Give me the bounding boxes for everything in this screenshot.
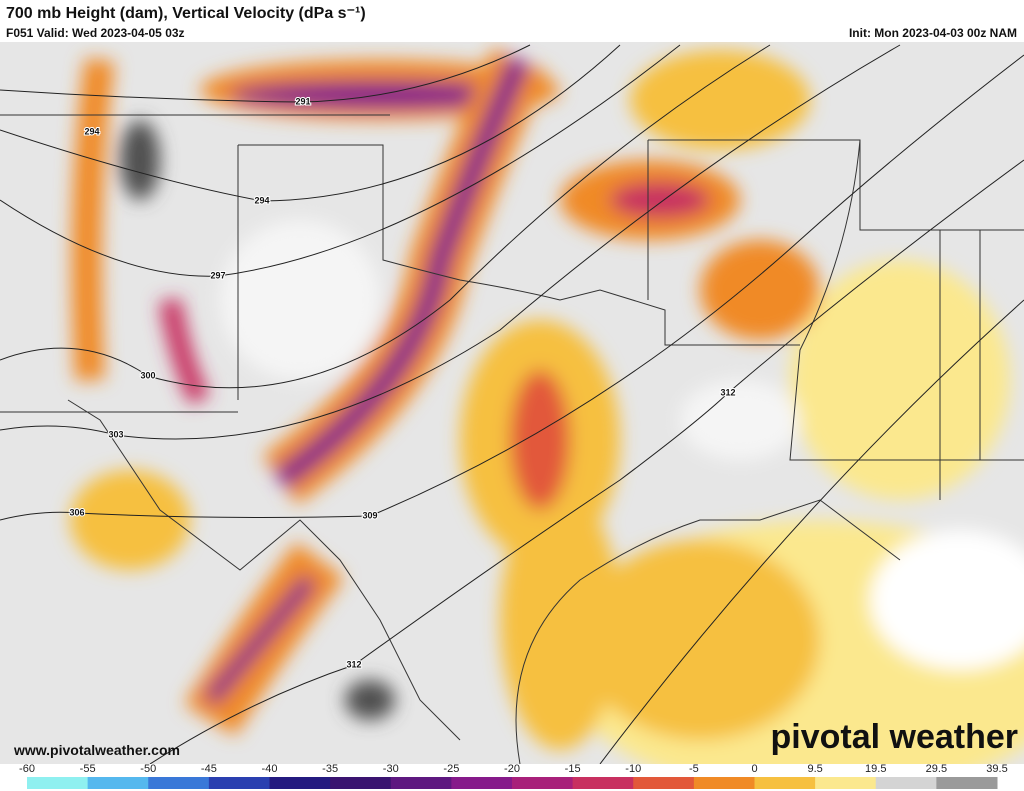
website: www.pivotalweather.com bbox=[13, 742, 180, 758]
colorbar-swatch bbox=[875, 777, 937, 789]
colorbar-tick-label: -25 bbox=[443, 763, 459, 775]
colorbar-tick-label: -60 bbox=[19, 763, 35, 775]
contour-label: 300 bbox=[140, 370, 155, 380]
colorbar-tick-label: 19.5 bbox=[865, 763, 886, 775]
map-title: 700 mb Height (dam), Vertical Velocity (… bbox=[6, 5, 366, 22]
contour-label: 297 bbox=[210, 270, 225, 280]
contour-label: 294 bbox=[84, 126, 99, 136]
contour-label: 291 bbox=[295, 96, 310, 106]
colorbar-tick-label: -35 bbox=[322, 763, 338, 775]
colorbar-tick-label: -15 bbox=[565, 763, 581, 775]
colorbar-swatch bbox=[148, 777, 210, 789]
colorbar-tick-label: -50 bbox=[140, 763, 156, 775]
colorbar-swatch bbox=[936, 777, 998, 789]
colorbar-tick-label: -30 bbox=[383, 763, 399, 775]
colorbar-tick-label: -20 bbox=[504, 763, 520, 775]
colorbar-tick-label: -5 bbox=[689, 763, 699, 775]
colorbar-swatch bbox=[208, 777, 270, 789]
colorbar-swatch bbox=[572, 777, 634, 789]
colorbar-swatch bbox=[87, 777, 149, 789]
colorbar-swatch bbox=[512, 777, 574, 789]
colorbar-tick-label: -40 bbox=[262, 763, 278, 775]
colorbar: -60 -55 -50 -45 -40 -35 -30 -25 -20 -15 -10 -5 0 9.5 1… bbox=[19, 763, 1008, 789]
colorbar-swatch bbox=[27, 777, 89, 789]
colorbar-tick-label: -10 bbox=[625, 763, 641, 775]
colorbar-tick-label: -45 bbox=[201, 763, 217, 775]
contour-label: 309 bbox=[362, 510, 377, 520]
colorbar-swatch bbox=[693, 777, 755, 789]
map: 291 294 294 297 300 303 306 309 312 312 … bbox=[0, 42, 1024, 764]
contour-label: 294 bbox=[254, 195, 269, 205]
contour-label: 303 bbox=[108, 429, 123, 439]
state-borders bbox=[0, 114, 1024, 764]
logo: pivotal weather bbox=[770, 718, 1018, 756]
colorbar-tick-label: 9.5 bbox=[807, 763, 822, 775]
init-time: Init: Mon 2023-04-03 00z NAM bbox=[849, 26, 1017, 40]
colorbar-swatch bbox=[815, 777, 877, 789]
colorbar-swatch bbox=[633, 777, 695, 789]
colorbar-tick-label: 39.5 bbox=[986, 763, 1007, 775]
colorbar-swatch bbox=[390, 777, 452, 789]
valid-time: F051 Valid: Wed 2023-04-05 03z bbox=[6, 26, 185, 40]
contour-label: 312 bbox=[346, 659, 361, 669]
contour-labels: 291 294 294 297 300 303 306 309 312 312 bbox=[68, 95, 736, 670]
colorbar-tick-label: 0 bbox=[751, 763, 757, 775]
colorbar-swatch bbox=[269, 777, 331, 789]
colorbar-swatch bbox=[330, 777, 392, 789]
colorbar-swatch bbox=[451, 777, 513, 789]
colorbar-tick-label: 29.5 bbox=[926, 763, 947, 775]
contour-label: 312 bbox=[720, 387, 735, 397]
colorbar-tick-label: -55 bbox=[80, 763, 96, 775]
height-contours bbox=[0, 44, 1024, 764]
colorbar-swatch bbox=[754, 777, 816, 789]
field bbox=[70, 47, 1024, 764]
contour-label: 306 bbox=[69, 507, 84, 517]
